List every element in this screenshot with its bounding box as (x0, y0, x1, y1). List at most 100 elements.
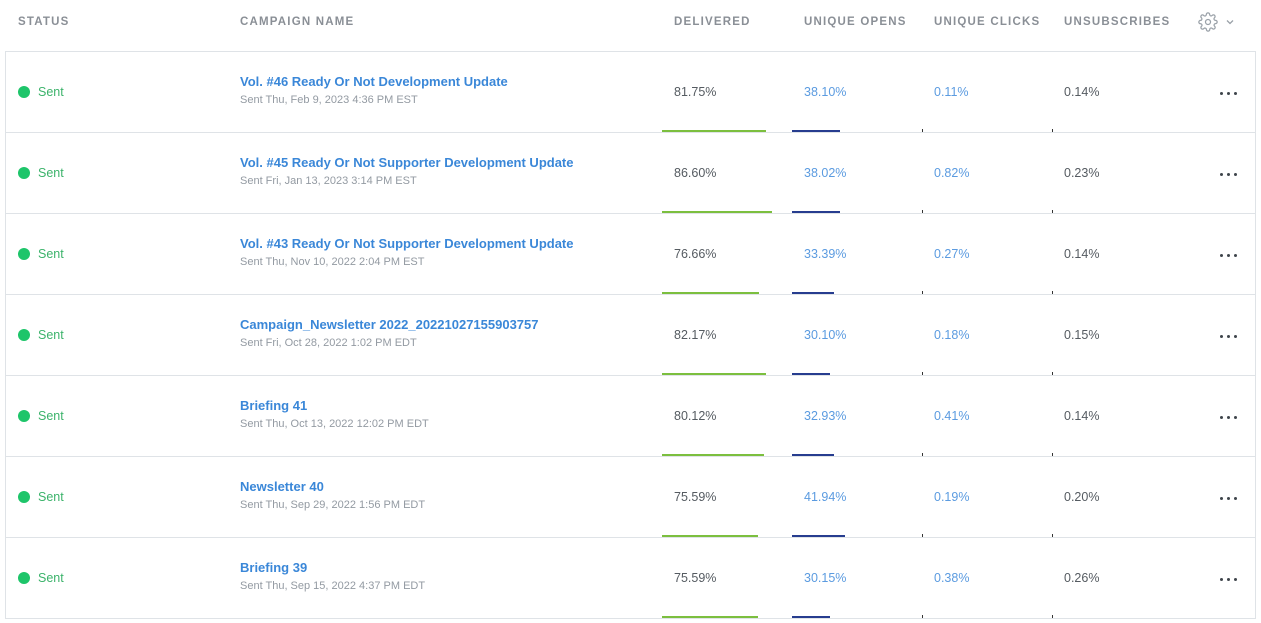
unique-clicks-value[interactable]: 0.82% (934, 166, 970, 180)
unique-opens-value[interactable]: 32.93% (804, 409, 847, 423)
unique-clicks-bar (922, 291, 923, 294)
status-label: Sent (38, 328, 64, 342)
more-dot (1234, 254, 1237, 257)
campaign-sent-date: Sent Thu, Sep 15, 2022 4:37 PM EDT (240, 580, 426, 592)
status-label: Sent (38, 571, 64, 585)
unique-clicks-bar (922, 453, 923, 456)
delivered-value: 86.60% (674, 166, 717, 180)
table-row[interactable]: Sent Briefing 39 Sent Thu, Sep 15, 2022 … (6, 538, 1255, 619)
gear-icon (1198, 12, 1218, 32)
more-dot (1227, 173, 1230, 176)
status-dot-icon (18, 86, 30, 98)
row-menu-button[interactable] (1220, 578, 1237, 581)
campaign-cell: Vol. #45 Ready Or Not Supporter Developm… (240, 155, 574, 187)
column-header-status[interactable]: STATUS (18, 16, 70, 28)
unique-opens-value[interactable]: 30.15% (804, 571, 847, 585)
more-dot (1234, 92, 1237, 95)
unsubscribes-value: 0.26% (1064, 571, 1100, 585)
more-dot (1227, 254, 1230, 257)
unique-opens-bar (792, 130, 840, 132)
status-label: Sent (38, 490, 64, 504)
status-dot-icon (18, 167, 30, 179)
campaign-name-link[interactable]: Vol. #43 Ready Or Not Supporter Developm… (240, 236, 574, 251)
column-header-unsubscribes[interactable]: UNSUBSCRIBES (1064, 16, 1171, 28)
unique-opens-value[interactable]: 38.10% (804, 85, 847, 99)
more-dot (1234, 578, 1237, 581)
row-menu-button[interactable] (1220, 416, 1237, 419)
unique-clicks-value[interactable]: 0.19% (934, 490, 970, 504)
column-header-delivered[interactable]: DELIVERED (674, 16, 751, 28)
status-cell: Sent (18, 85, 64, 99)
campaign-name-link[interactable]: Briefing 39 (240, 560, 308, 575)
more-dot (1227, 578, 1230, 581)
delivered-bar (662, 211, 772, 213)
more-dot (1227, 335, 1230, 338)
row-menu-button[interactable] (1220, 173, 1237, 176)
delivered-bar (662, 535, 758, 537)
table-row[interactable]: Sent Vol. #43 Ready Or Not Supporter Dev… (6, 214, 1255, 295)
status-dot-icon (18, 491, 30, 503)
delivered-value: 76.66% (674, 247, 717, 261)
status-dot-icon (18, 248, 30, 260)
unsubscribes-value: 0.14% (1064, 409, 1100, 423)
delivered-value: 81.75% (674, 85, 717, 99)
table-row[interactable]: Sent Newsletter 40 Sent Thu, Sep 29, 202… (6, 457, 1255, 538)
campaign-name-link[interactable]: Newsletter 40 (240, 479, 324, 494)
unsubscribes-bar (1052, 129, 1053, 132)
unique-clicks-bar (922, 210, 923, 213)
status-dot-icon (18, 410, 30, 422)
campaign-sent-date: Sent Thu, Oct 13, 2022 12:02 PM EDT (240, 418, 429, 430)
unsubscribes-value: 0.14% (1064, 85, 1100, 99)
campaign-table: Sent Vol. #46 Ready Or Not Development U… (5, 51, 1256, 619)
campaign-name-link[interactable]: Briefing 41 (240, 398, 308, 413)
delivered-bar (662, 454, 764, 456)
more-horizontal-icon (1220, 92, 1223, 95)
unsubscribes-value: 0.14% (1064, 247, 1100, 261)
table-row[interactable]: Sent Vol. #45 Ready Or Not Supporter Dev… (6, 133, 1255, 214)
unique-opens-value[interactable]: 38.02% (804, 166, 847, 180)
row-menu-button[interactable] (1220, 254, 1237, 257)
unique-opens-value[interactable]: 33.39% (804, 247, 847, 261)
campaign-name-link[interactable]: Vol. #45 Ready Or Not Supporter Developm… (240, 155, 574, 170)
unique-opens-bar (792, 454, 834, 456)
more-horizontal-icon (1220, 416, 1223, 419)
unsubscribes-value: 0.20% (1064, 490, 1100, 504)
column-header-unique-clicks[interactable]: UNIQUE CLICKS (934, 16, 1041, 28)
delivered-bar (662, 130, 766, 132)
unique-clicks-bar (922, 372, 923, 375)
unique-opens-bar (792, 616, 830, 618)
campaign-name-link[interactable]: Campaign_Newsletter 2022_202210271559037… (240, 317, 539, 332)
table-row[interactable]: Sent Briefing 41 Sent Thu, Oct 13, 2022 … (6, 376, 1255, 457)
row-menu-button[interactable] (1220, 92, 1237, 95)
table-row[interactable]: Sent Campaign_Newsletter 2022_2022102715… (6, 295, 1255, 376)
column-header-campaign-name[interactable]: CAMPAIGN NAME (240, 16, 355, 28)
status-cell: Sent (18, 571, 64, 585)
column-header-unique-opens[interactable]: UNIQUE OPENS (804, 16, 907, 28)
campaign-sent-date: Sent Fri, Oct 28, 2022 1:02 PM EDT (240, 337, 417, 349)
unique-clicks-value[interactable]: 0.38% (934, 571, 970, 585)
campaign-cell: Briefing 39 Sent Thu, Sep 15, 2022 4:37 … (240, 560, 425, 592)
unique-opens-value[interactable]: 41.94% (804, 490, 847, 504)
column-settings-button[interactable] (1198, 12, 1242, 32)
unique-opens-value[interactable]: 30.10% (804, 328, 847, 342)
status-label: Sent (38, 247, 64, 261)
campaign-name-link[interactable]: Vol. #46 Ready Or Not Development Update (240, 74, 508, 89)
row-menu-button[interactable] (1220, 497, 1237, 500)
unique-clicks-value[interactable]: 0.41% (934, 409, 970, 423)
unique-clicks-value[interactable]: 0.27% (934, 247, 970, 261)
unique-clicks-value[interactable]: 0.18% (934, 328, 970, 342)
status-cell: Sent (18, 490, 64, 504)
campaign-sent-date: Sent Fri, Jan 13, 2023 3:14 PM EST (240, 175, 417, 187)
table-row[interactable]: Sent Vol. #46 Ready Or Not Development U… (6, 52, 1255, 133)
delivered-value: 82.17% (674, 328, 717, 342)
campaign-sent-date: Sent Thu, Feb 9, 2023 4:36 PM EST (240, 94, 418, 106)
more-dot (1227, 92, 1230, 95)
unsubscribes-bar (1052, 291, 1053, 294)
unsubscribes-bar (1052, 453, 1053, 456)
row-menu-button[interactable] (1220, 335, 1237, 338)
more-dot (1234, 497, 1237, 500)
status-label: Sent (38, 409, 64, 423)
unique-clicks-value[interactable]: 0.11% (934, 85, 969, 99)
campaign-cell: Vol. #43 Ready Or Not Supporter Developm… (240, 236, 574, 268)
unique-opens-bar (792, 535, 845, 537)
